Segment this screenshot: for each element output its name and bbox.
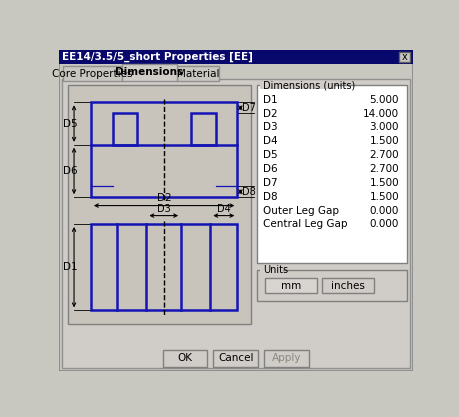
Text: EE14/3.5/5_short Properties [EE]: EE14/3.5/5_short Properties [EE] (62, 52, 253, 62)
Bar (257, 270, 406, 301)
Text: Material: Material (176, 69, 219, 79)
Bar (398, 52, 409, 63)
Bar (112, 113, 137, 145)
Text: 0.000: 0.000 (369, 206, 398, 216)
Text: 14.000: 14.000 (362, 108, 398, 118)
Bar (68, 85, 251, 324)
Bar (321, 278, 374, 294)
Text: D8: D8 (241, 187, 255, 197)
Text: 0.000: 0.000 (369, 219, 398, 229)
Bar (91, 103, 237, 197)
Text: D7: D7 (263, 178, 278, 188)
Text: D4: D4 (263, 136, 278, 146)
Text: D1: D1 (263, 95, 278, 105)
Text: Central Leg Gap: Central Leg Gap (263, 219, 347, 229)
Text: 1.500: 1.500 (369, 178, 398, 188)
Bar (260, 83, 334, 89)
Bar (263, 349, 308, 367)
Text: D5: D5 (263, 150, 278, 160)
Bar (122, 64, 177, 81)
Bar (257, 85, 406, 263)
Text: D2: D2 (157, 193, 171, 203)
Text: inches: inches (330, 281, 364, 291)
Bar (190, 113, 215, 145)
Text: Apply: Apply (271, 353, 301, 363)
Text: Dimensions (units): Dimensions (units) (262, 80, 354, 90)
Bar (264, 278, 317, 294)
Bar (213, 349, 257, 367)
Text: D3: D3 (263, 123, 278, 133)
Text: D3: D3 (157, 204, 170, 214)
Text: D8: D8 (263, 192, 278, 202)
Text: 2.700: 2.700 (369, 164, 398, 174)
Text: D7: D7 (241, 103, 255, 113)
Text: Dimensions: Dimensions (115, 68, 183, 78)
Bar (91, 224, 237, 310)
Text: 3.000: 3.000 (369, 123, 398, 133)
Text: D2: D2 (263, 108, 278, 118)
Text: D4: D4 (217, 204, 230, 214)
Text: D5: D5 (63, 118, 78, 128)
Text: 1.500: 1.500 (369, 136, 398, 146)
Text: 5.000: 5.000 (369, 95, 398, 105)
Text: D1: D1 (63, 262, 78, 272)
Bar (177, 66, 218, 81)
Text: OK: OK (177, 353, 192, 363)
Text: D6: D6 (63, 166, 78, 176)
Text: D6: D6 (263, 164, 278, 174)
Bar (260, 267, 283, 274)
Bar (63, 66, 122, 81)
Bar (62, 79, 409, 368)
Bar (162, 349, 207, 367)
Text: 1.500: 1.500 (369, 192, 398, 202)
Text: Units: Units (262, 265, 287, 275)
Text: mm: mm (280, 281, 301, 291)
Text: x: x (401, 52, 406, 62)
Text: 2.700: 2.700 (369, 150, 398, 160)
Text: Outer Leg Gap: Outer Leg Gap (263, 206, 339, 216)
Text: Core Properties: Core Properties (52, 69, 133, 79)
Text: Cancel: Cancel (218, 353, 253, 363)
Bar (58, 50, 412, 64)
